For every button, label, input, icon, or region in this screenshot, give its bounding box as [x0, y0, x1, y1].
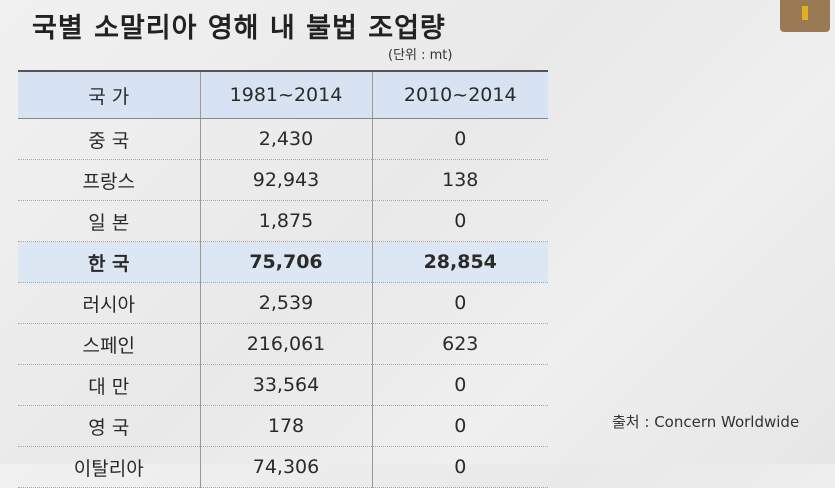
table-row: 한 국 75,706 28,854: [18, 241, 548, 283]
table-cell: 0: [371, 405, 548, 447]
table-cell: 영 국: [18, 405, 200, 447]
header-cell: 2010~2014: [371, 70, 548, 119]
table-cell: 0: [371, 118, 548, 160]
source: 출처 : Concern Worldwide: [612, 413, 800, 431]
table-cell: 74,306: [199, 446, 372, 488]
table-cell: 2,430: [199, 118, 372, 160]
table-cell: 중 국: [18, 118, 200, 160]
table-cell: 러시아: [18, 282, 200, 324]
header-cell: 1981~2014: [199, 70, 372, 119]
table-cell: 33,564: [199, 364, 372, 406]
table-row: 대 만 33,564 0: [18, 364, 548, 406]
table-cell: 28,854: [371, 241, 548, 283]
table-cell: 이탈리아: [18, 446, 200, 488]
header-row: 국 가 1981~2014 2010~2014: [18, 70, 548, 119]
table-cell: 0: [371, 364, 548, 406]
table-row: 중 국 2,430 0: [18, 118, 548, 160]
table-cell: 일 본: [18, 200, 200, 242]
table-cell: 0: [371, 446, 548, 488]
table-row: 스페인 216,061 623: [18, 323, 548, 365]
table-cell: 대 만: [18, 364, 200, 406]
corner-icon: [780, 0, 830, 32]
table-row: 이탈리아 74,306 0: [18, 446, 548, 488]
table-row: 일 본 1,875 0: [18, 200, 548, 242]
table-cell: 0: [371, 282, 548, 324]
header-cell: 국 가: [18, 70, 200, 119]
table-cell: 138: [371, 159, 548, 201]
unit: (단위 : mt): [388, 48, 453, 63]
table-cell: 623: [371, 323, 548, 365]
table-cell: 2,539: [199, 282, 372, 324]
table: 국 가 1981~2014 2010~2014 중 국 2,430 0 프랑스 92,943…: [18, 70, 548, 488]
table-cell: 178: [199, 405, 372, 447]
table-cell: 216,061: [199, 323, 372, 365]
table-body: 중 국 2,430 0 프랑스 92,943 138 일 본 1,875 0 한 국 75,706 2…: [18, 118, 548, 488]
table-cell: 0: [371, 200, 548, 242]
title: 국별 소말리아 영해 내 불법 조업량: [32, 13, 446, 44]
table-cell: 1,875: [199, 200, 372, 242]
table-cell: 스페인: [18, 323, 200, 365]
table-cell: 92,943: [199, 159, 372, 201]
table-head: 국 가 1981~2014 2010~2014: [18, 70, 548, 119]
table-cell: 75,706: [199, 241, 372, 283]
table-row: 프랑스 92,943 138: [18, 159, 548, 201]
table-cell: 한 국: [18, 241, 200, 283]
table-row: 영 국 178 0: [18, 405, 548, 447]
table-row: 러시아 2,539 0: [18, 282, 548, 324]
table-cell: 프랑스: [18, 159, 200, 201]
